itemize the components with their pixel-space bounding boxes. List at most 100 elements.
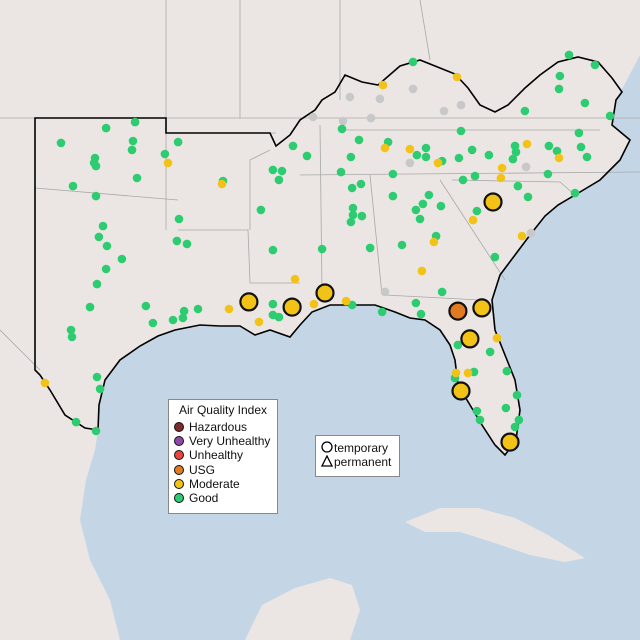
monitor-moderate[interactable] xyxy=(341,296,351,306)
monitor-good[interactable] xyxy=(346,152,356,162)
monitor-good[interactable] xyxy=(288,141,298,151)
monitor-moderate[interactable] xyxy=(496,173,506,183)
monitor-good[interactable] xyxy=(56,138,66,148)
monitor-good[interactable] xyxy=(365,243,375,253)
monitor-moderate[interactable] xyxy=(40,378,50,388)
monitor-good[interactable] xyxy=(555,71,565,81)
monitor-good[interactable] xyxy=(268,245,278,255)
monitor-good[interactable] xyxy=(357,211,367,221)
monitor-good[interactable] xyxy=(490,252,500,262)
monitor-good[interactable] xyxy=(182,239,192,249)
monitor-good[interactable] xyxy=(127,145,137,155)
monitor-good[interactable] xyxy=(512,390,522,400)
monitor-good[interactable] xyxy=(436,201,446,211)
monitor-good[interactable] xyxy=(347,183,357,193)
monitor-moderate[interactable] xyxy=(163,158,173,168)
monitor-good[interactable] xyxy=(85,302,95,312)
monitor-moderate[interactable] xyxy=(554,153,564,163)
monitor-good[interactable] xyxy=(98,221,108,231)
monitor-good[interactable] xyxy=(348,210,358,220)
monitor-good[interactable] xyxy=(424,190,434,200)
monitor-good[interactable] xyxy=(91,426,101,436)
monitor-moderate[interactable] xyxy=(492,333,502,343)
monitor-moderate[interactable] xyxy=(309,299,319,309)
monitor-good[interactable] xyxy=(91,191,101,201)
monitor-good[interactable] xyxy=(68,181,78,191)
monitor-no-data[interactable] xyxy=(308,112,318,122)
monitor-good[interactable] xyxy=(511,147,521,157)
monitor-good[interactable] xyxy=(554,84,564,94)
monitor-good[interactable] xyxy=(543,169,553,179)
monitor-good[interactable] xyxy=(67,332,77,342)
monitor-good[interactable] xyxy=(101,264,111,274)
monitor-no-data[interactable] xyxy=(521,162,531,172)
monitor-no-data[interactable] xyxy=(456,100,466,110)
monitor-good[interactable] xyxy=(514,415,524,425)
monitor-good[interactable] xyxy=(71,417,81,427)
monitor-good[interactable] xyxy=(408,57,418,67)
monitor-good[interactable] xyxy=(388,169,398,179)
monitor-good[interactable] xyxy=(475,415,485,425)
monitor-good[interactable] xyxy=(544,141,554,151)
monitor-good[interactable] xyxy=(94,232,104,242)
monitor-good[interactable] xyxy=(66,325,76,335)
monitor-good[interactable] xyxy=(356,179,366,189)
monitor-good[interactable] xyxy=(454,153,464,163)
monitor-good[interactable] xyxy=(274,175,284,185)
monitor-good[interactable] xyxy=(91,161,101,171)
monitor-moderate[interactable] xyxy=(451,368,461,378)
monitor-good[interactable] xyxy=(388,191,398,201)
monitor-good[interactable] xyxy=(268,165,278,175)
monitor-good[interactable] xyxy=(552,146,562,156)
monitor-no-data[interactable] xyxy=(366,113,376,123)
monitor-moderate[interactable] xyxy=(522,139,532,149)
monitor-good[interactable] xyxy=(117,254,127,264)
monitor-good[interactable] xyxy=(377,307,387,317)
monitor-moderate-temporary[interactable] xyxy=(483,192,503,212)
monitor-moderate[interactable] xyxy=(497,163,507,173)
monitor-good[interactable] xyxy=(346,217,356,227)
monitor-good[interactable] xyxy=(172,236,182,246)
monitor-good[interactable] xyxy=(467,145,477,155)
monitor-good[interactable] xyxy=(141,301,151,311)
monitor-good[interactable] xyxy=(128,136,138,146)
monitor-moderate[interactable] xyxy=(378,80,388,90)
monitor-good[interactable] xyxy=(421,152,431,162)
monitor-good[interactable] xyxy=(92,372,102,382)
monitor-good[interactable] xyxy=(485,347,495,357)
monitor-good[interactable] xyxy=(418,199,428,209)
monitor-moderate[interactable] xyxy=(429,237,439,247)
monitor-moderate-temporary[interactable] xyxy=(472,298,492,318)
monitor-good[interactable] xyxy=(336,167,346,177)
monitor-good[interactable] xyxy=(582,152,592,162)
monitor-good[interactable] xyxy=(92,279,102,289)
monitor-good[interactable] xyxy=(274,312,284,322)
monitor-moderate[interactable] xyxy=(433,158,443,168)
monitor-good[interactable] xyxy=(411,298,421,308)
monitor-good[interactable] xyxy=(160,149,170,159)
monitor-good[interactable] xyxy=(502,366,512,376)
monitor-good[interactable] xyxy=(411,205,421,215)
monitor-good[interactable] xyxy=(302,151,312,161)
monitor-good[interactable] xyxy=(130,117,140,127)
monitor-good[interactable] xyxy=(590,60,600,70)
monitor-good[interactable] xyxy=(453,340,463,350)
monitor-moderate-temporary[interactable] xyxy=(315,283,335,303)
monitor-good[interactable] xyxy=(173,137,183,147)
monitor-good[interactable] xyxy=(193,304,203,314)
monitor-no-data[interactable] xyxy=(338,116,348,126)
monitor-good[interactable] xyxy=(421,143,431,153)
monitor-good[interactable] xyxy=(256,205,266,215)
monitor-moderate-temporary[interactable] xyxy=(239,292,259,312)
monitor-good[interactable] xyxy=(437,287,447,297)
monitor-good[interactable] xyxy=(95,384,105,394)
monitor-good[interactable] xyxy=(168,315,178,325)
monitor-moderate[interactable] xyxy=(405,144,415,154)
monitor-no-data[interactable] xyxy=(408,84,418,94)
monitor-good[interactable] xyxy=(337,124,347,134)
monitor-moderate[interactable] xyxy=(254,317,264,327)
monitor-no-data[interactable] xyxy=(526,228,536,238)
monitor-good[interactable] xyxy=(354,135,364,145)
monitor-good[interactable] xyxy=(179,306,189,316)
monitor-good[interactable] xyxy=(178,313,188,323)
